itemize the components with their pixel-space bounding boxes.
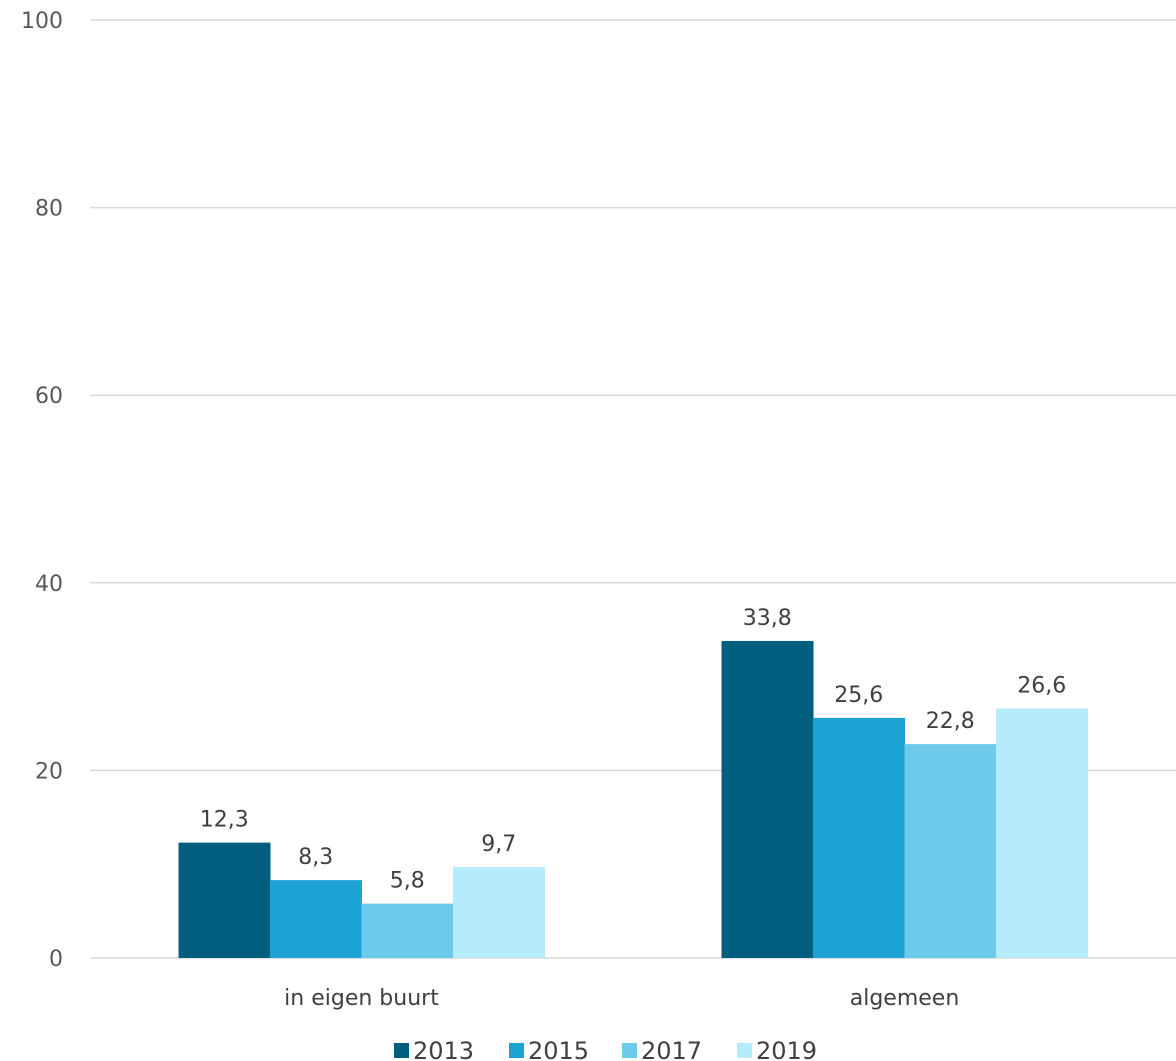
data-label: 9,7 (481, 832, 516, 857)
data-label: 5,8 (390, 869, 425, 894)
legend-item-2013: 2013 (394, 1037, 474, 1061)
data-label: 12,3 (200, 808, 249, 833)
data-label: 22,8 (926, 709, 975, 734)
legend-item-2019: 2019 (737, 1037, 817, 1061)
data-label: 25,6 (834, 683, 883, 708)
y-axis-ticks: 0 20 40 60 80 100 (21, 9, 63, 972)
legend-label: 2013 (413, 1037, 474, 1061)
bar-2017-algemeen (904, 744, 997, 958)
bars (178, 640, 1088, 958)
x-axis-categories: in eigen buurt algemeen (284, 986, 959, 1011)
bar-2013-in-eigen-buurt (178, 842, 271, 958)
bar-2019-in-eigen-buurt (453, 867, 545, 958)
legend-label: 2017 (641, 1037, 702, 1061)
x-category-label: in eigen buurt (284, 986, 439, 1011)
bar-2017-in-eigen-buurt (361, 903, 454, 958)
bar-2013-algemeen (721, 640, 814, 958)
y-tick-label: 100 (21, 9, 63, 34)
y-tick-label: 60 (35, 384, 63, 409)
bar-2019-algemeen (996, 708, 1088, 958)
data-label: 26,6 (1017, 673, 1066, 698)
data-label: 8,3 (298, 845, 333, 870)
bar-2015-in-eigen-buurt (270, 880, 362, 958)
legend-swatch (622, 1043, 637, 1058)
data-labels: 12,3 8,3 5,8 9,7 33,8 25,6 22,8 26,6 (200, 606, 1066, 894)
legend: 2013 2015 2017 2019 (394, 1037, 817, 1061)
bar-2015-algemeen (813, 717, 905, 958)
y-tick-label: 40 (35, 572, 63, 597)
y-tick-label: 0 (49, 947, 63, 972)
legend-label: 2015 (528, 1037, 589, 1061)
legend-swatch (509, 1043, 524, 1058)
legend-label: 2019 (756, 1037, 817, 1061)
y-tick-label: 80 (35, 197, 63, 222)
legend-item-2015: 2015 (509, 1037, 589, 1061)
y-tick-label: 20 (35, 759, 63, 784)
legend-item-2017: 2017 (622, 1037, 702, 1061)
legend-swatch (394, 1043, 409, 1058)
legend-swatch (737, 1043, 752, 1058)
x-category-label: algemeen (850, 986, 960, 1011)
data-label: 33,8 (743, 606, 792, 631)
